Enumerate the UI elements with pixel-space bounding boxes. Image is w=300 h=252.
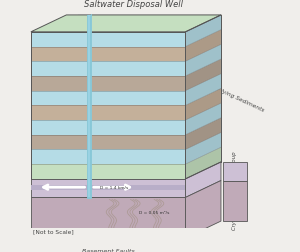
Polygon shape — [185, 148, 221, 179]
Text: Crystalline Basement: Crystalline Basement — [232, 173, 237, 229]
Ellipse shape — [81, 0, 87, 1]
Text: Overlying Sediments: Overlying Sediments — [207, 82, 265, 113]
Bar — [223, 181, 247, 221]
Bar — [31, 77, 185, 91]
Bar — [31, 62, 185, 77]
Polygon shape — [185, 45, 221, 77]
Polygon shape — [185, 118, 221, 150]
Bar — [81, 0, 87, 5]
Bar — [223, 162, 247, 181]
Polygon shape — [185, 133, 221, 165]
Bar — [31, 120, 185, 135]
Polygon shape — [185, 30, 221, 62]
Polygon shape — [185, 104, 221, 135]
Text: [Not to Scale]: [Not to Scale] — [33, 228, 73, 233]
Bar — [31, 150, 185, 165]
Bar — [31, 135, 185, 150]
Polygon shape — [185, 89, 221, 120]
Bar — [31, 33, 185, 47]
Polygon shape — [185, 16, 221, 47]
Bar — [31, 91, 185, 106]
Polygon shape — [185, 60, 221, 91]
Bar — [31, 47, 185, 62]
Text: Basement Faults: Basement Faults — [82, 248, 135, 252]
Polygon shape — [185, 181, 221, 238]
Bar — [31, 185, 185, 191]
Bar — [31, 165, 185, 179]
Text: D = 0.05 m²/s: D = 0.05 m²/s — [139, 210, 169, 214]
Bar — [31, 106, 185, 120]
Polygon shape — [185, 74, 221, 106]
Polygon shape — [185, 162, 221, 198]
Bar — [31, 179, 185, 198]
Polygon shape — [31, 16, 221, 33]
Bar — [31, 198, 185, 238]
Text: Saltwater Disposal Well: Saltwater Disposal Well — [84, 0, 183, 9]
Bar — [78, 5, 90, 15]
Text: D = 1.4 km/s: D = 1.4 km/s — [100, 185, 129, 190]
Text: Arbuckle Group: Arbuckle Group — [232, 150, 237, 193]
